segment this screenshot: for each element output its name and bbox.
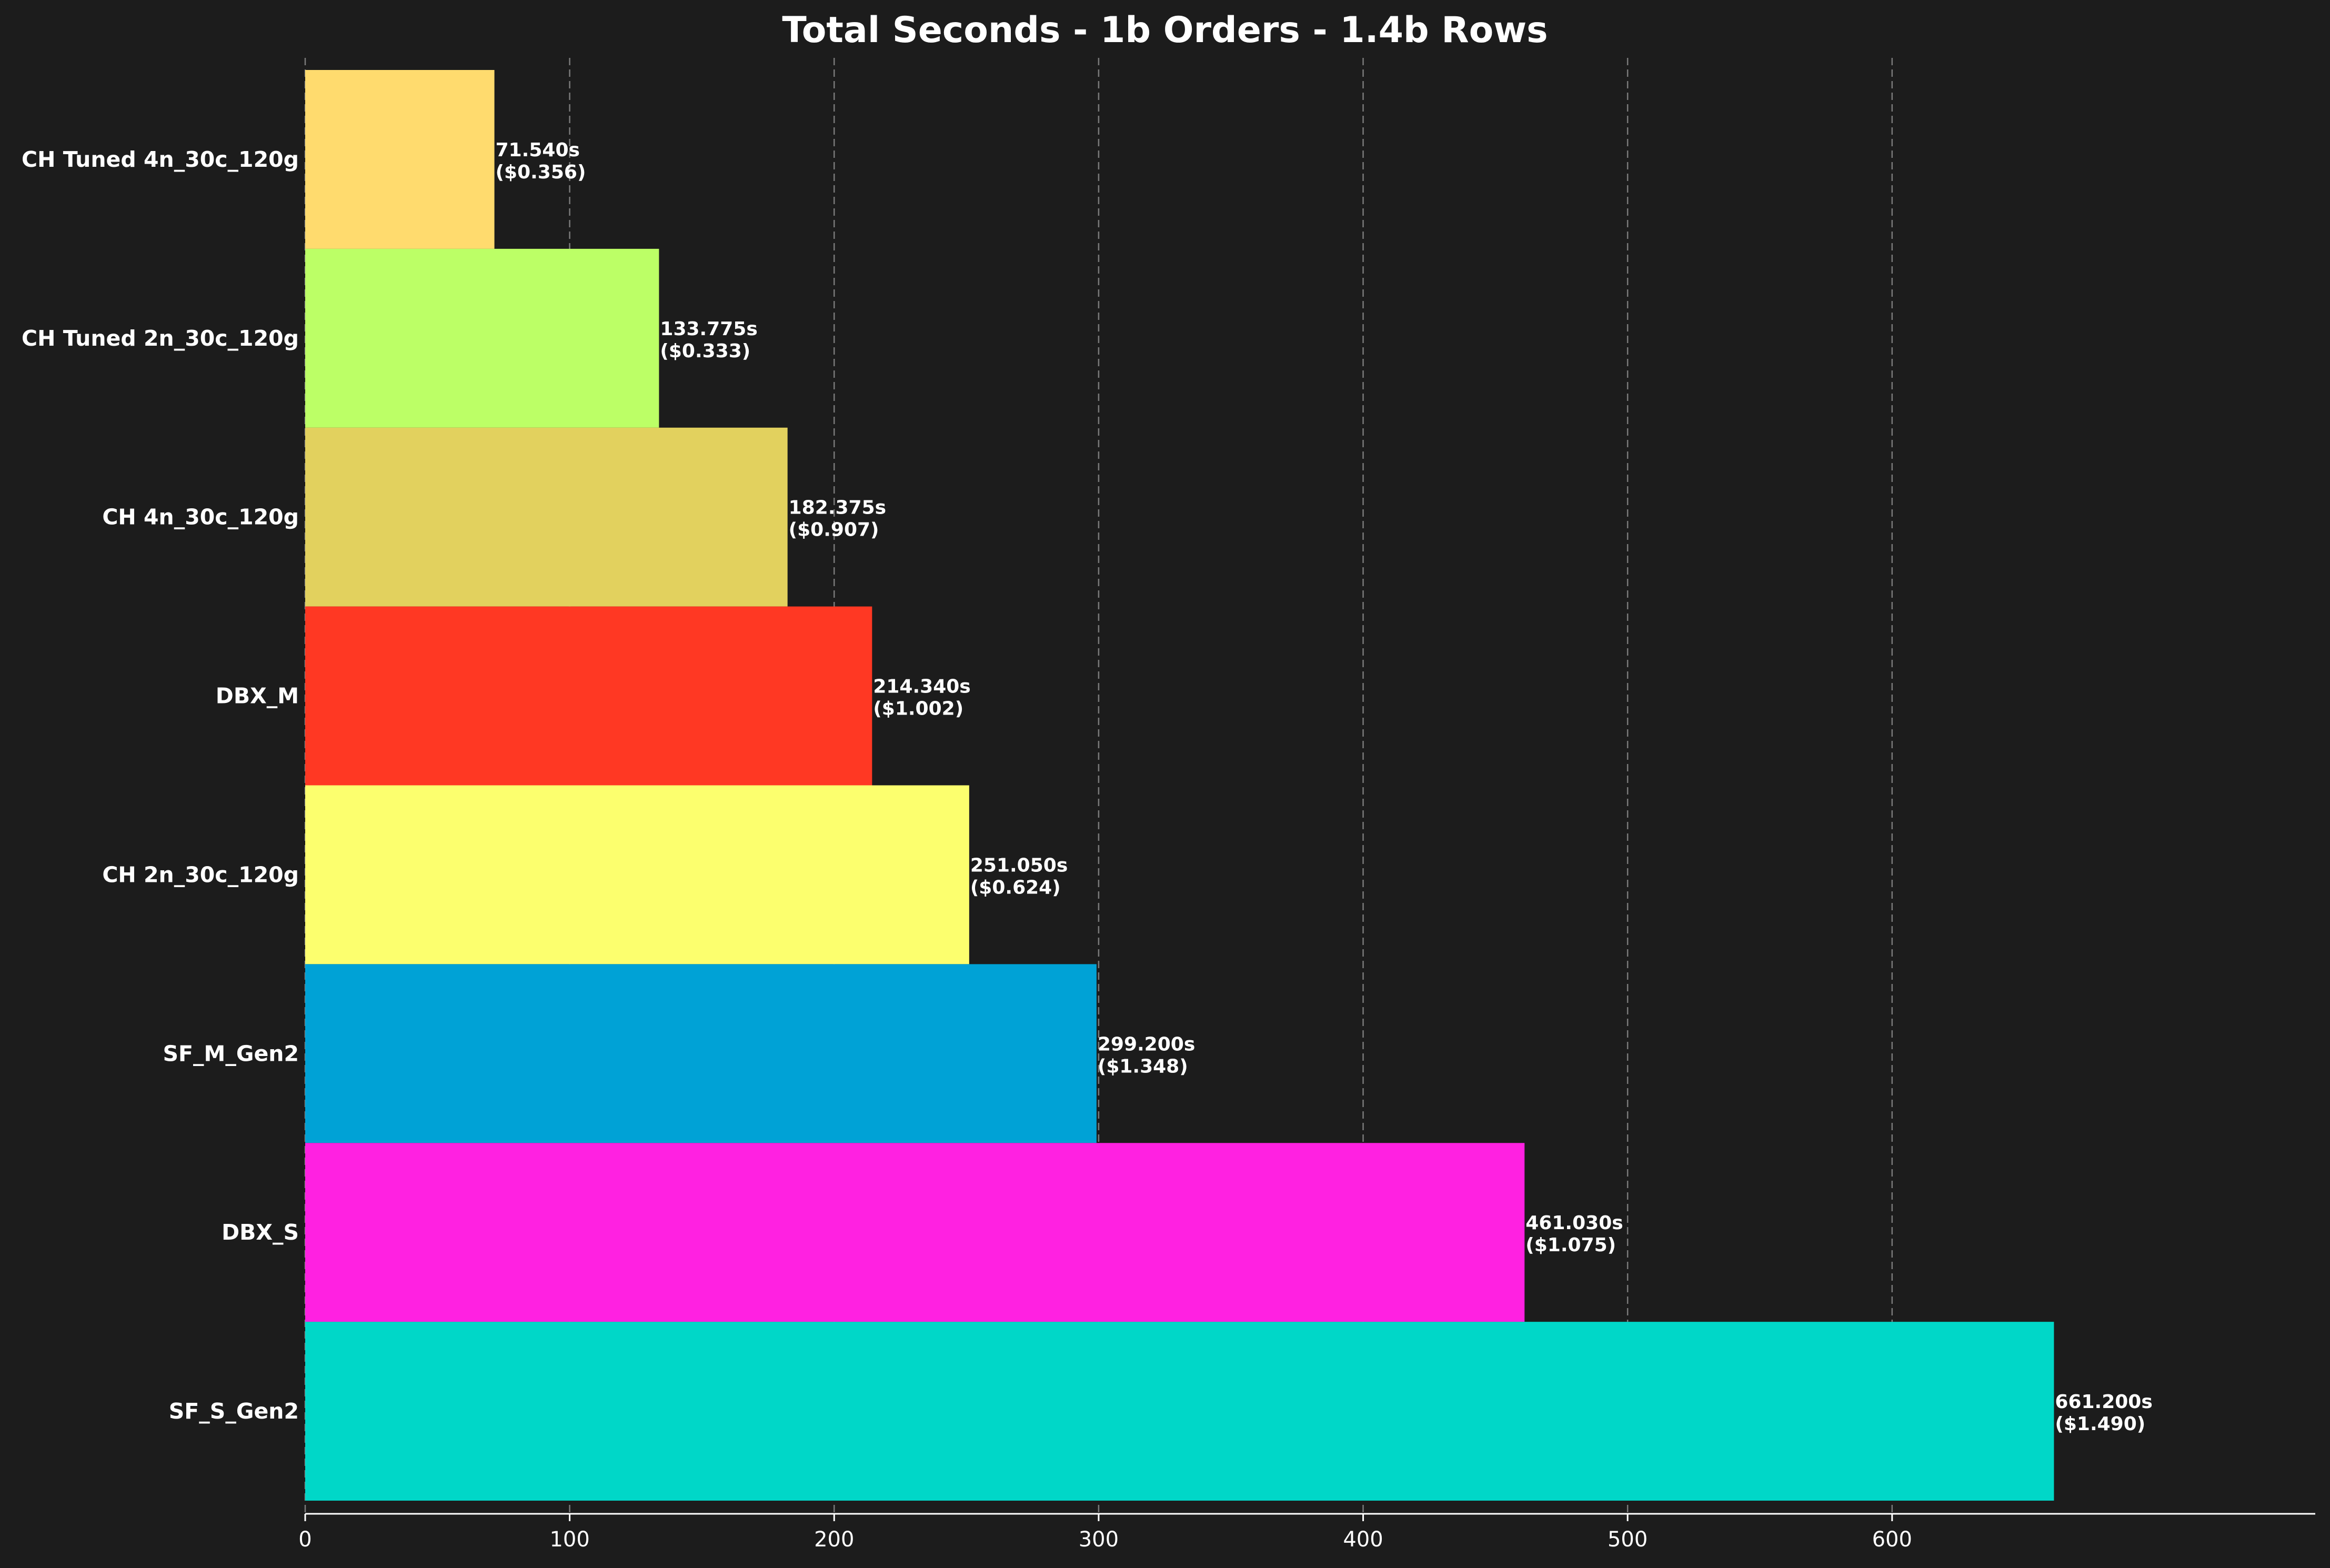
bar-4: [305, 785, 969, 964]
category-label-1: CH Tuned 2n_30c_120g: [22, 326, 299, 351]
value-label-6: 461.030s: [1525, 1212, 1623, 1234]
x-tick-label-100: 100: [549, 1527, 589, 1552]
chart-title: Total Seconds - 1b Orders - 1.4b Rows: [782, 9, 1548, 51]
category-labels: CH Tuned 4n_30c_120g CH Tuned 2n_30c_120g…: [22, 147, 299, 1424]
value-label-7: 661.200s: [2055, 1391, 2152, 1413]
category-label-6: DBX_S: [222, 1220, 299, 1245]
bar-1: [305, 248, 659, 428]
value-label-4: 251.050s: [970, 855, 1068, 876]
x-tick-label-500: 500: [1608, 1527, 1648, 1552]
category-label-7: SF_S_Gen2: [169, 1399, 299, 1424]
x-axis: 0 100 200 300 400 500 600: [298, 1513, 2315, 1552]
cost-label-1: ($0.333): [660, 340, 750, 362]
value-label-3: 214.340s: [873, 676, 970, 698]
bar-3: [305, 606, 872, 786]
cost-label-0: ($0.356): [496, 162, 586, 183]
value-label-2: 182.375s: [789, 497, 886, 519]
value-label-0: 71.540s: [496, 139, 580, 161]
bar-7: [305, 1322, 2054, 1501]
cost-label-5: ($1.348): [1098, 1056, 1188, 1077]
cost-label-4: ($0.624): [970, 877, 1061, 898]
category-label-3: DBX_M: [216, 684, 299, 709]
cost-label-3: ($1.002): [873, 698, 963, 720]
category-label-0: CH Tuned 4n_30c_120g: [22, 147, 299, 172]
category-label-4: CH 2n_30c_120g: [102, 862, 299, 887]
bar-5: [305, 964, 1097, 1143]
x-tick-label-200: 200: [814, 1527, 854, 1552]
category-label-2: CH 4n_30c_120g: [102, 505, 299, 530]
value-labels: 71.540s($0.356)133.775s($0.333)182.375s(…: [496, 139, 2153, 1435]
cost-label-6: ($1.075): [1525, 1234, 1616, 1256]
bars: [305, 70, 2054, 1501]
bar-6: [305, 1143, 1525, 1322]
x-tick-label-0: 0: [298, 1527, 312, 1552]
bar-2: [305, 427, 788, 607]
x-tick-label-400: 400: [1343, 1527, 1383, 1552]
category-label-5: SF_M_Gen2: [163, 1041, 299, 1066]
value-label-1: 133.775s: [660, 318, 757, 340]
value-label-5: 299.200s: [1098, 1033, 1195, 1055]
cost-label-7: ($1.490): [2055, 1413, 2145, 1435]
bar-0: [305, 70, 495, 249]
cost-label-2: ($0.907): [789, 519, 879, 541]
x-tick-label-600: 600: [1872, 1527, 1912, 1552]
x-tick-label-300: 300: [1079, 1527, 1119, 1552]
